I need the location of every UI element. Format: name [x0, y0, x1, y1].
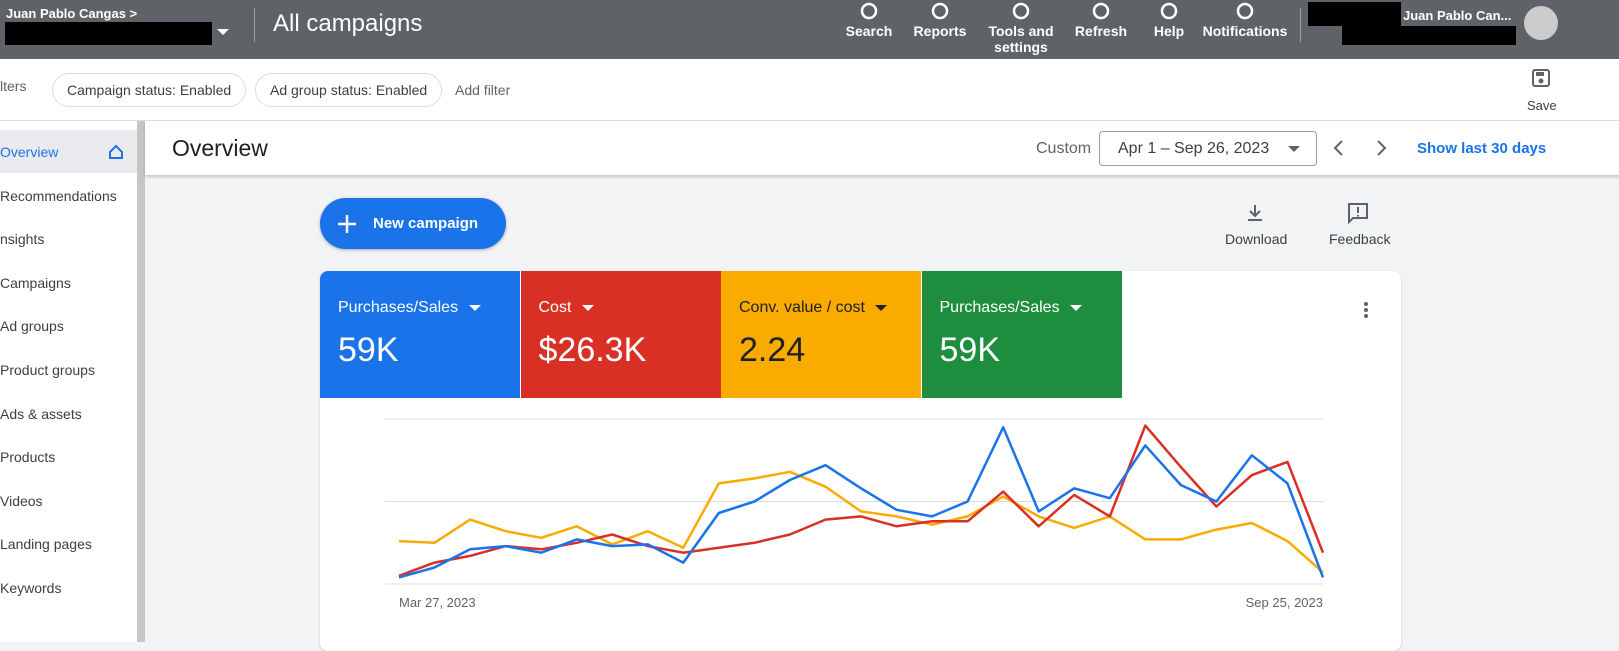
filter-chip[interactable]: Ad group status: Enabled: [255, 73, 443, 107]
nav-label: Refresh: [1074, 23, 1128, 39]
nav-icon: [1160, 2, 1178, 20]
nav-item[interactable]: Search: [824, 0, 914, 39]
user-name[interactable]: Juan Pablo Can...: [1403, 8, 1512, 23]
nav-item[interactable]: Refresh: [1056, 0, 1146, 39]
nav-icon: [860, 2, 878, 20]
sidebar-item[interactable]: Landing pages: [0, 536, 92, 553]
sidebar-item[interactable]: Videos: [0, 492, 43, 509]
sidebar-item[interactable]: Products: [0, 449, 56, 466]
header: Juan Pablo Cangas > All campaigns Search…: [0, 0, 1619, 59]
scorecard[interactable]: Purchases/Sales 59K: [320, 271, 520, 398]
date-range: Apr 1 – Sep 26, 2023: [1118, 140, 1270, 157]
filter-bar: lters Campaign status: Enabled Ad group …: [0, 59, 1619, 121]
filter-chip[interactable]: Campaign status: Enabled: [52, 73, 247, 107]
sidebar-item[interactable]: nsights: [0, 231, 45, 248]
divider: [254, 8, 255, 42]
dropdown[interactable]: [216, 28, 230, 36]
sidebar-item[interactable]: Product groups: [0, 362, 95, 378]
prev[interactable]: [1331, 139, 1345, 157]
scorecard-name: Purchases/Sales: [338, 299, 481, 317]
scorecard-name: Purchases/Sales: [940, 299, 1083, 317]
sidebar-item[interactable]: Keywords: [0, 580, 62, 596]
redaction: [1308, 2, 1401, 26]
new-campaign-label: New campaign: [373, 215, 479, 232]
overview-title: Overview: [172, 135, 268, 161]
scorecard-value: $26.3K: [538, 331, 647, 369]
sidebar: Overview Recommendations nsights Campaigns A…: [0, 121, 137, 642]
home-icon: [109, 144, 123, 159]
sidebar-item[interactable]: Ad groups: [0, 318, 64, 335]
nav-icon: [1236, 2, 1254, 20]
plus: [338, 215, 356, 233]
overview-bar: Overview Custom Apr 1 – Sep 26, 2023 Sho…: [145, 121, 1619, 175]
download-icon[interactable]: [1245, 203, 1265, 223]
page-title: All campaigns: [273, 10, 423, 37]
add-filter[interactable]: Add filter: [455, 82, 511, 98]
nav-label: Notifications: [1202, 23, 1288, 39]
sidebar-item[interactable]: Campaigns: [0, 274, 71, 291]
scrollbar[interactable]: [137, 121, 145, 642]
date-picker[interactable]: Apr 1 – Sep 26, 2023: [1099, 131, 1317, 166]
nav-icon: [1012, 2, 1030, 20]
scorecard-value: 59K: [338, 331, 399, 369]
range-label: Custom: [1036, 140, 1092, 157]
nav-item[interactable]: Reports: [895, 0, 985, 39]
next[interactable]: [1375, 139, 1389, 157]
nav-item[interactable]: Tools and settings: [976, 0, 1066, 55]
scorecard-value: 2.24: [739, 331, 806, 369]
chart: Mar 27, 2023 Sep 25, 2023: [385, 418, 1325, 610]
series-line: [398, 470, 1324, 574]
feedback-icon[interactable]: [1347, 202, 1369, 224]
feedback-label[interactable]: Feedback: [1329, 231, 1391, 247]
redaction: [1342, 26, 1516, 45]
avatar[interactable]: [1524, 6, 1558, 40]
nav-label: Search: [845, 23, 893, 39]
scorecard[interactable]: Conv. value / cost 2.24: [721, 271, 921, 398]
active-row: [0, 130, 137, 173]
account-name[interactable]: Juan Pablo Cangas >: [6, 6, 138, 21]
nav-icon: [1092, 2, 1110, 20]
chart-card: Mar 27, 2023 Sep 25, 2023 Purchases/Sales…: [320, 271, 1401, 651]
dropdown: [468, 305, 481, 311]
save-label[interactable]: Save: [1527, 98, 1557, 113]
redaction: [5, 22, 212, 45]
divider: [1300, 8, 1301, 42]
filters-label: lters: [0, 78, 27, 94]
nav-icon: [931, 2, 949, 20]
nav-label: Tools and settings: [988, 23, 1054, 55]
series-line: [398, 426, 1325, 579]
scorecard-name: Conv. value / cost: [739, 299, 888, 317]
nav-label: Reports: [913, 23, 967, 39]
scorecard[interactable]: Purchases/Sales 59K: [921, 271, 1122, 398]
nav-item[interactable]: Notifications: [1200, 0, 1290, 39]
download-label[interactable]: Download: [1225, 231, 1288, 247]
scorecard[interactable]: Cost $26.3K: [520, 271, 721, 398]
x-tick-label: Sep 25, 2023: [1246, 595, 1323, 610]
show-last[interactable]: Show last 30 days: [1417, 140, 1547, 157]
dropdown: [1288, 146, 1300, 152]
sidebar-item[interactable]: Recommendations: [0, 187, 117, 204]
sidebar-item[interactable]: Ads & assets: [0, 405, 82, 422]
scorecard-name: Cost: [539, 299, 594, 317]
more-menu[interactable]: [1362, 300, 1370, 322]
account-name-text: Juan Pablo Cangas: [6, 6, 126, 21]
scorecard-value: 59K: [939, 331, 1001, 369]
x-tick-label: Mar 27, 2023: [399, 595, 476, 610]
sidebar-item[interactable]: Overview: [0, 144, 59, 160]
nav-label: Help: [1153, 23, 1185, 39]
new-campaign-button[interactable]: New campaign: [320, 198, 506, 249]
dropdown: [581, 305, 594, 311]
save-icon[interactable]: [1531, 68, 1551, 88]
dropdown: [1070, 305, 1083, 311]
dropdown: [875, 305, 888, 311]
nav-item[interactable]: Help: [1124, 0, 1214, 39]
